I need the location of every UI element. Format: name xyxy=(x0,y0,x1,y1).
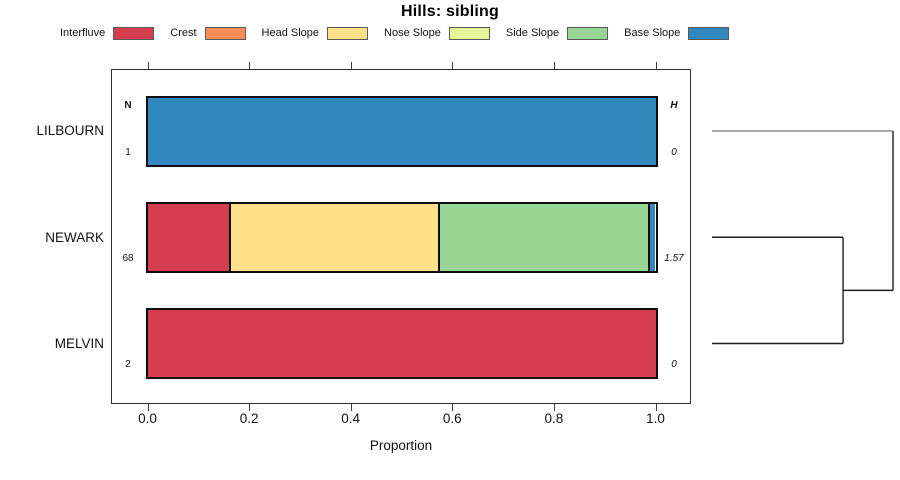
x-tick-top xyxy=(553,62,555,69)
legend-label: Side Slope xyxy=(505,27,560,39)
bar-row xyxy=(145,95,658,167)
legend-swatch-icon xyxy=(688,26,730,40)
x-tick-top xyxy=(350,62,352,69)
bar-row xyxy=(145,202,658,273)
category-label: NEWARK xyxy=(45,229,104,245)
legend-swatch-icon xyxy=(448,26,490,40)
legend-label: Crest xyxy=(170,27,197,39)
bar-segment xyxy=(647,204,656,271)
bar-row xyxy=(145,308,658,379)
h-value: 0 xyxy=(671,146,677,158)
n-value: 2 xyxy=(125,359,131,370)
h-value: 1.57 xyxy=(664,253,684,264)
x-tick-bottom xyxy=(655,404,657,411)
legend-item-nose-slope: Nose Slope xyxy=(384,26,490,40)
category-label: MELVIN xyxy=(54,335,104,351)
x-tick-top xyxy=(452,62,454,69)
x-tick-bottom xyxy=(553,404,555,411)
x-tick-top xyxy=(147,62,149,69)
chart-title: Hills: sibling xyxy=(401,3,499,20)
legend-swatch-icon xyxy=(204,26,246,40)
h-value: 0 xyxy=(671,359,677,370)
n-value: 1 xyxy=(125,146,131,158)
bar-segment xyxy=(229,204,439,271)
n-column-header: N xyxy=(124,99,132,111)
x-tick-label: 0.8 xyxy=(544,411,564,426)
category-label: LILBOURN xyxy=(36,123,104,138)
bar-segment xyxy=(438,204,648,271)
h-column-header: H xyxy=(670,99,678,111)
x-axis-title: Proportion xyxy=(369,438,433,453)
legend-swatch-icon xyxy=(567,26,609,40)
bar-segment xyxy=(147,97,656,165)
legend-item-crest: Crest xyxy=(170,26,246,40)
x-tick-bottom xyxy=(249,404,251,411)
legend-item-head-slope: Head Slope xyxy=(261,26,369,40)
x-tick-label: 0.2 xyxy=(239,411,259,426)
legend-label: Head Slope xyxy=(261,27,320,39)
x-tick-label: 0.4 xyxy=(341,411,361,426)
x-tick-label: 1.0 xyxy=(646,411,665,426)
legend: Interfluve Crest Head Slope Nose Slope Side … xyxy=(60,24,730,42)
legend-item-interfluve: Interfluve xyxy=(60,26,155,40)
x-tick-top xyxy=(655,62,657,69)
dendrogram xyxy=(712,130,894,345)
legend-label: Interfluve xyxy=(60,27,106,39)
legend-item-side-slope: Side Slope xyxy=(505,26,609,40)
x-tick-bottom xyxy=(452,404,454,411)
bar-segment xyxy=(147,310,656,377)
x-tick-top xyxy=(249,62,251,69)
bar-segment xyxy=(147,204,230,271)
legend-swatch-icon xyxy=(327,26,369,40)
legend-label: Nose Slope xyxy=(384,27,441,39)
x-tick-label: 0.6 xyxy=(442,411,462,426)
legend-swatch-icon xyxy=(113,26,155,40)
legend-label: Base Slope xyxy=(624,27,681,39)
legend-item-base-slope: Base Slope xyxy=(624,26,730,40)
x-tick-bottom xyxy=(350,404,352,411)
x-tick-bottom xyxy=(147,404,149,411)
x-tick-label: 0.0 xyxy=(138,411,157,426)
n-value: 68 xyxy=(122,253,134,264)
